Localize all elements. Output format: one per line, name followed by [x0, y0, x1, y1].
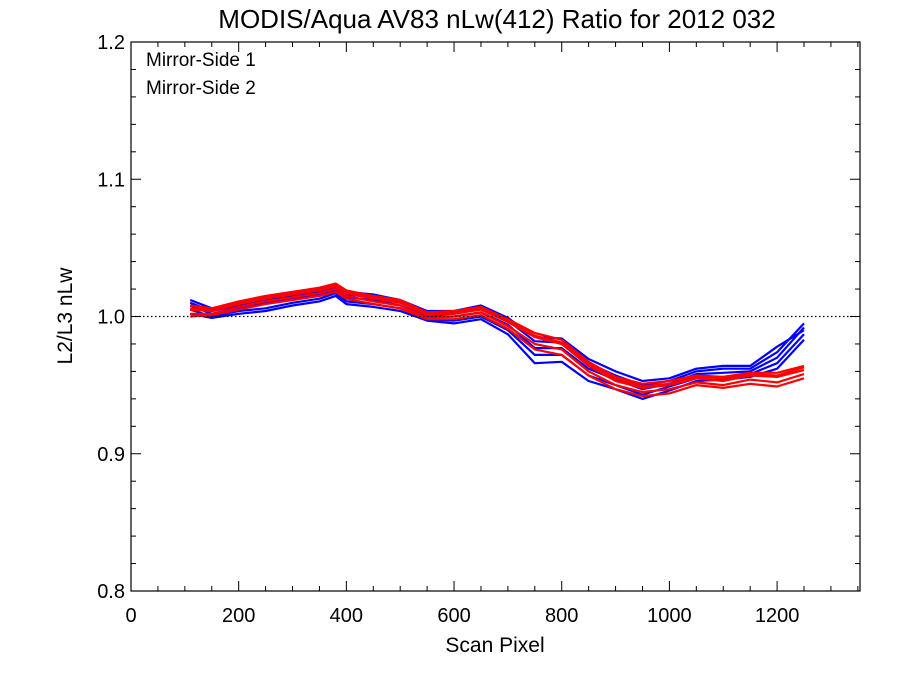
x-tick-label: 1200	[755, 605, 800, 627]
series-2-line-1	[190, 285, 805, 389]
y-tick-label: 0.8	[97, 581, 125, 603]
y-tick-label: 1.0	[97, 307, 125, 329]
y-tick-label: 1.2	[97, 32, 125, 54]
series-1-line-4	[189, 294, 805, 400]
series-2-line-4	[190, 290, 805, 398]
legend-mirror-side-1: Mirror-Side 1	[146, 50, 256, 71]
y-tick-label: 1.1	[97, 169, 125, 191]
tick-layer: 0 200 400 600 800 1000 1200 0.8 0.9 1.0 1.1 1.2	[97, 32, 860, 627]
chart-title: MODIS/Aqua AV83 nLw(412) Ratio for 2012 …	[218, 4, 775, 34]
x-tick-label: 800	[545, 605, 578, 627]
x-tick-label: 600	[437, 605, 470, 627]
x-axis-label: Scan Pixel	[445, 634, 544, 657]
x-tick-label: 400	[330, 605, 363, 627]
y-axis-label: L2/L3 nLw	[54, 267, 77, 365]
series-layer	[189, 282, 805, 400]
series-2-line-2	[190, 287, 805, 394]
x-tick-label: 1000	[647, 605, 692, 627]
x-tick-label: 200	[222, 605, 255, 627]
x-tick-label: 0	[125, 605, 136, 627]
y-tick-label: 0.9	[97, 444, 125, 466]
legend-mirror-side-2: Mirror-Side 2	[146, 78, 256, 99]
series-2-line-5	[190, 283, 805, 388]
series-2-line-3	[190, 282, 805, 385]
